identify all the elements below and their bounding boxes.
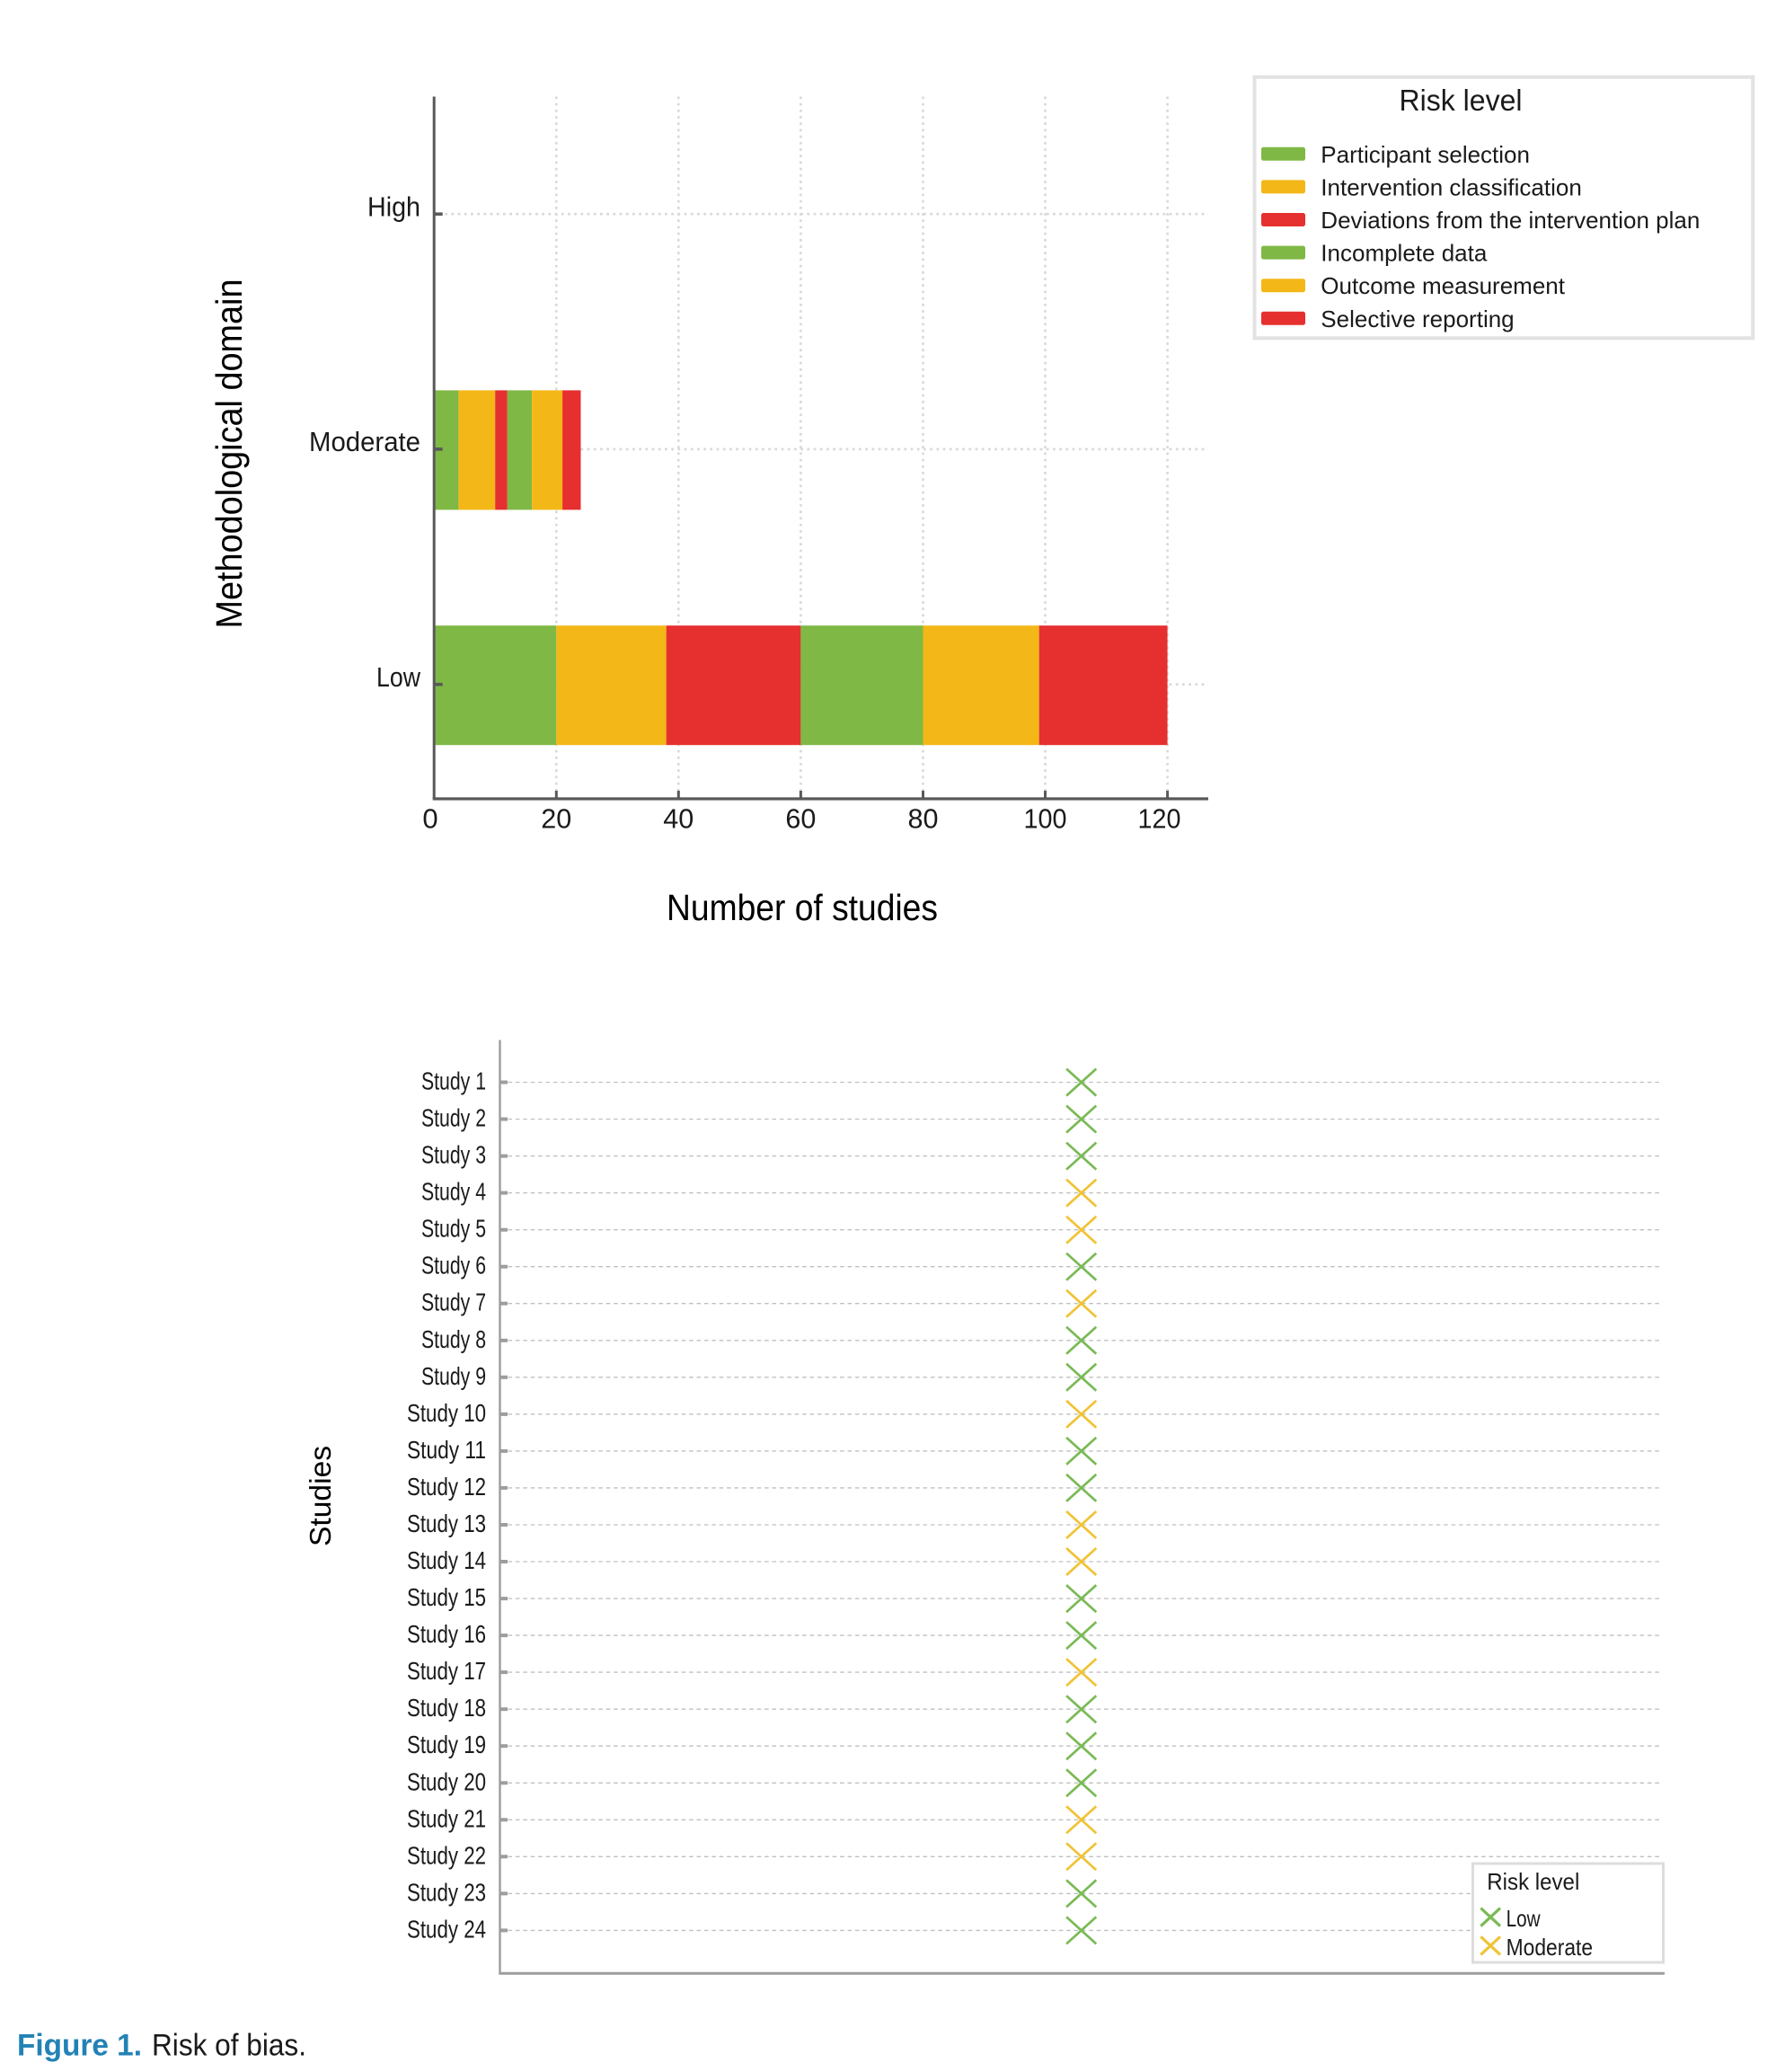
svg-text:Study 6: Study 6 [421, 1252, 486, 1280]
svg-text:Study 23: Study 23 [407, 1878, 486, 1906]
svg-text:80: 80 [908, 803, 939, 835]
svg-text:Study 20: Study 20 [407, 1767, 486, 1795]
svg-text:120: 120 [1138, 803, 1181, 835]
svg-text:Study 21: Study 21 [407, 1804, 486, 1832]
svg-text:Study 24: Study 24 [407, 1915, 486, 1943]
svg-text:Participant selection: Participant selection [1321, 141, 1530, 168]
svg-text:Low: Low [376, 661, 421, 693]
svg-text:Study 19: Study 19 [407, 1731, 486, 1758]
svg-text:60: 60 [785, 803, 816, 835]
svg-text:40: 40 [663, 803, 694, 835]
svg-text:0: 0 [422, 803, 437, 835]
svg-text:Study 1: Study 1 [421, 1067, 486, 1095]
svg-text:Study 14: Study 14 [407, 1546, 486, 1574]
svg-text:100: 100 [1024, 803, 1067, 835]
svg-text:Study 12: Study 12 [407, 1473, 486, 1501]
svg-text:Study 10: Study 10 [407, 1399, 486, 1427]
svg-text:Study 2: Study 2 [421, 1104, 486, 1132]
svg-text:High: High [367, 191, 420, 223]
svg-text:Moderate: Moderate [1507, 1934, 1594, 1961]
svg-text:Low: Low [1507, 1905, 1541, 1932]
svg-text:Study 5: Study 5 [421, 1215, 486, 1243]
svg-text:Study 3: Study 3 [421, 1141, 486, 1169]
svg-text:Study 17: Study 17 [407, 1657, 486, 1685]
svg-text:Study 16: Study 16 [407, 1620, 486, 1648]
svg-text:Studies: Studies [304, 1446, 337, 1546]
svg-text:Study 13: Study 13 [407, 1510, 486, 1537]
svg-text:Study 18: Study 18 [407, 1694, 486, 1722]
svg-text:Methodological domain: Methodological domain [208, 279, 250, 629]
svg-text:Number of studies: Number of studies [667, 887, 938, 928]
svg-text:Study 22: Study 22 [407, 1841, 486, 1869]
svg-text:Deviations from the interventi: Deviations from the intervention plan [1321, 207, 1700, 234]
svg-text:Incomplete data: Incomplete data [1321, 240, 1488, 267]
svg-text:20: 20 [541, 803, 571, 835]
svg-text:Study 8: Study 8 [421, 1325, 486, 1353]
svg-text:Intervention classification: Intervention classification [1321, 173, 1581, 200]
svg-text:Outcome measurement: Outcome measurement [1321, 272, 1565, 299]
svg-text:Study 11: Study 11 [407, 1436, 486, 1464]
svg-text:Risk of bias.: Risk of bias. [152, 2029, 306, 2063]
svg-text:Study 9: Study 9 [421, 1362, 486, 1390]
svg-text:Risk level: Risk level [1400, 84, 1523, 117]
svg-text:Study 4: Study 4 [421, 1178, 486, 1206]
svg-text:Moderate: Moderate [309, 426, 420, 457]
svg-text:Selective reporting: Selective reporting [1321, 305, 1514, 332]
svg-text:Figure 1.: Figure 1. [17, 2029, 142, 2063]
svg-text:Study 15: Study 15 [407, 1583, 486, 1611]
svg-text:Study 7: Study 7 [421, 1288, 486, 1316]
svg-text:Risk level: Risk level [1487, 1868, 1579, 1895]
